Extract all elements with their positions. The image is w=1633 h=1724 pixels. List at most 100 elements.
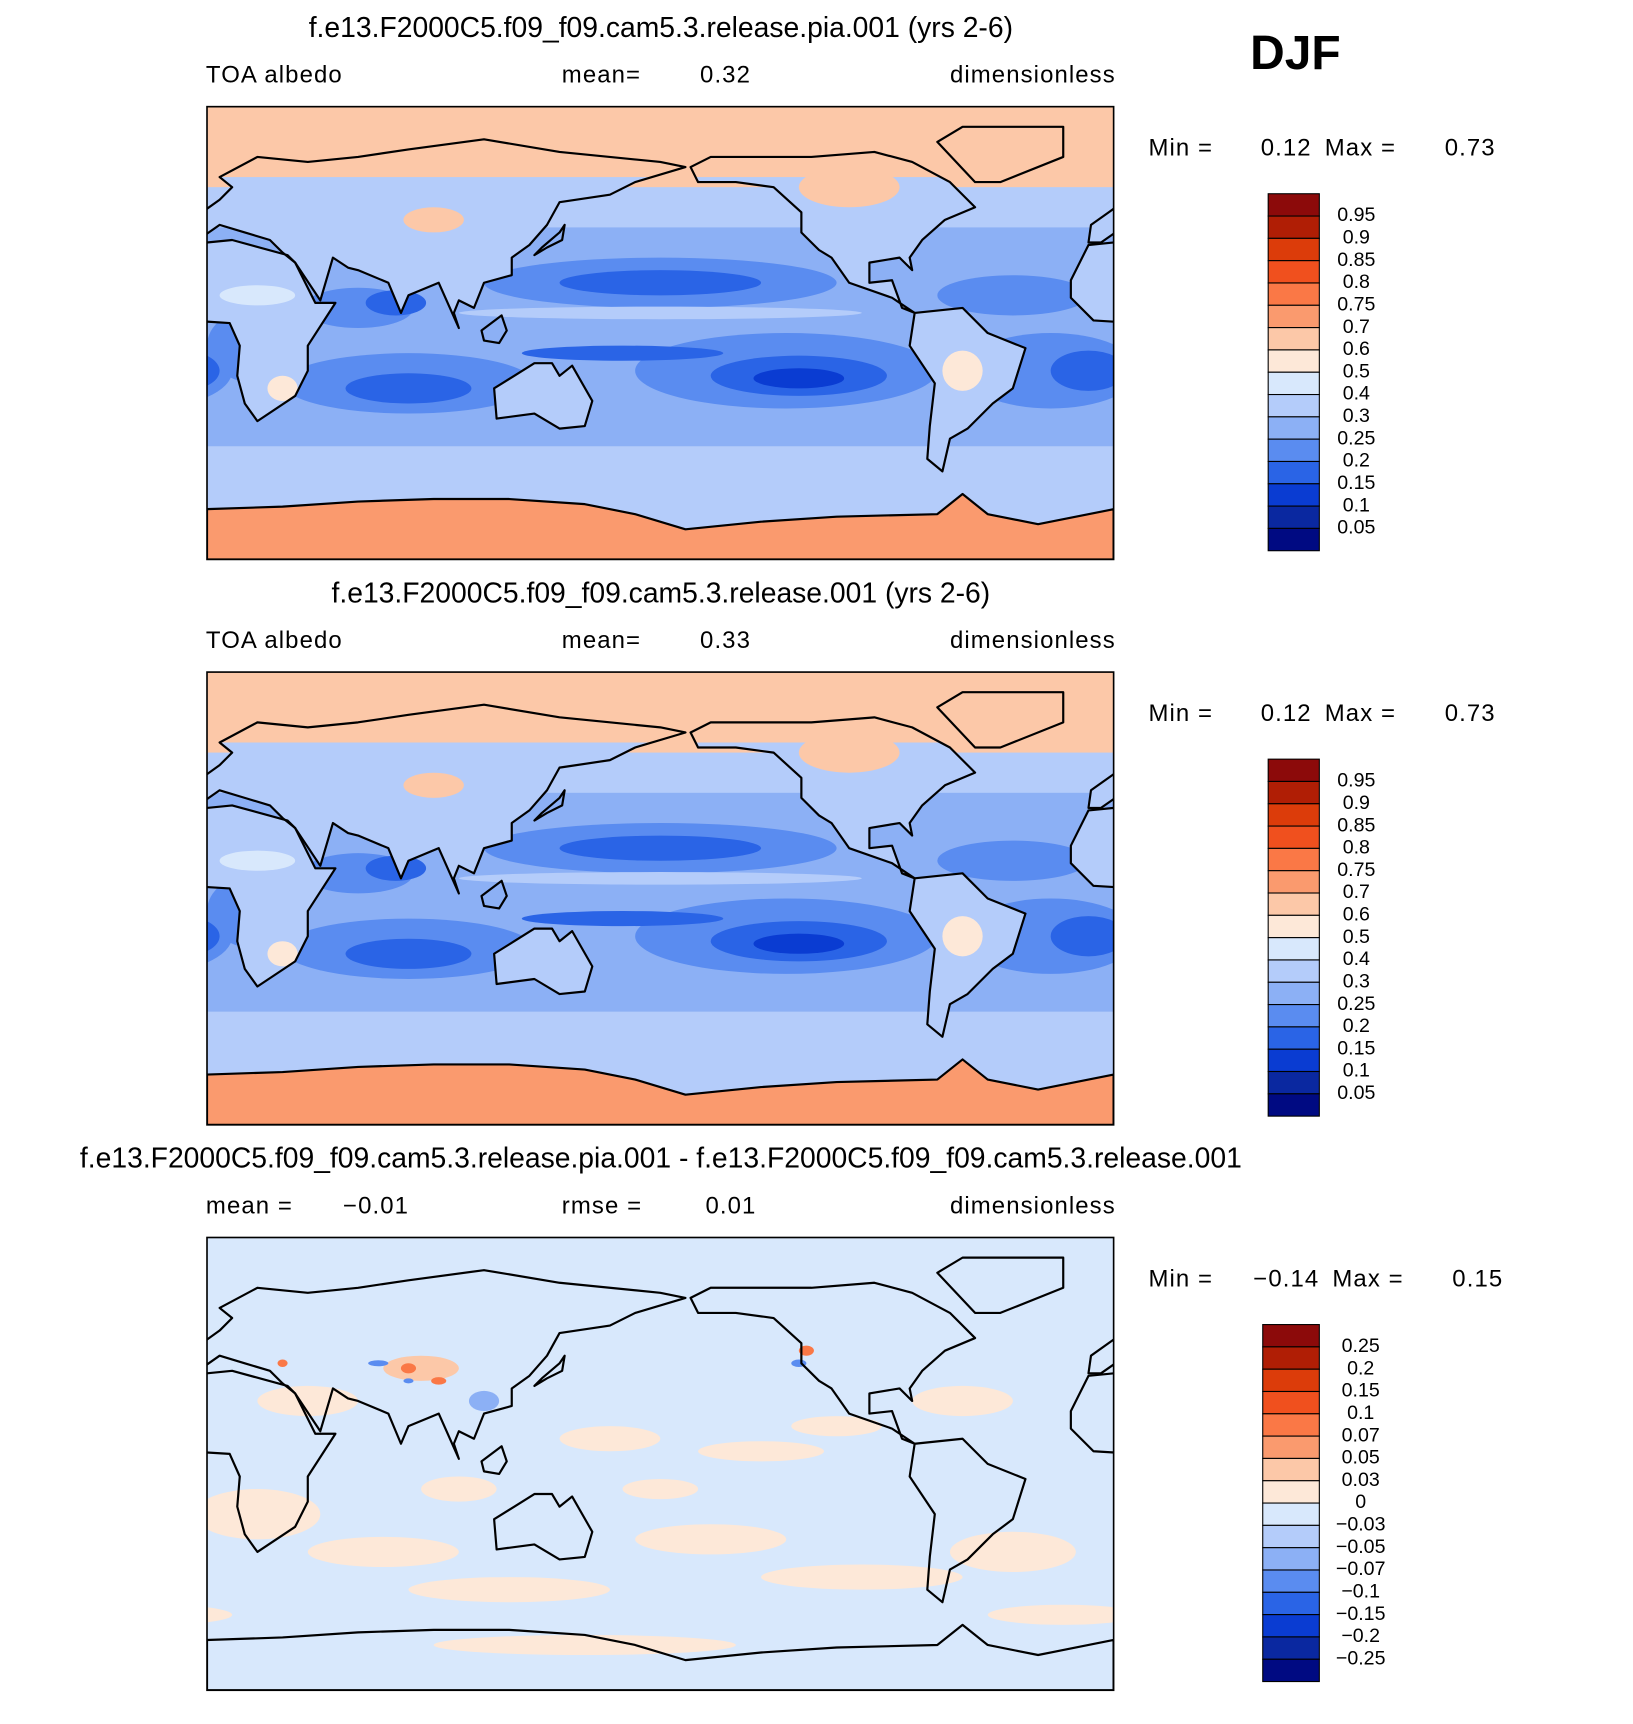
land <box>1401 363 1499 428</box>
land <box>207 1058 1114 1125</box>
colorbar-label: 0.5 <box>1343 926 1370 948</box>
map-frame <box>206 1236 1115 1692</box>
colorbar-label: 0.4 <box>1343 948 1370 970</box>
contour-area <box>403 1378 414 1384</box>
contour-area <box>345 938 472 969</box>
contour-area <box>0 1564 56 1589</box>
map-layers <box>0 106 1499 560</box>
contour-area <box>0 898 31 973</box>
header-center: mean= <box>562 62 641 89</box>
contour-area <box>753 933 845 954</box>
contour-area <box>937 840 1089 881</box>
colorbar-box <box>1262 1480 1320 1504</box>
land <box>1388 315 1413 343</box>
min-value: 0.12 <box>1261 134 1312 161</box>
land <box>494 928 593 995</box>
colorbar-box <box>1267 870 1320 894</box>
colorbar-box <box>1267 527 1320 552</box>
contour-area <box>6 1386 107 1416</box>
land <box>1401 929 1499 994</box>
min-label: Min = <box>1148 1265 1213 1292</box>
land <box>0 152 68 313</box>
colorbar-box <box>1267 193 1320 217</box>
land <box>0 152 68 313</box>
colorbar-box <box>1267 780 1320 805</box>
colorbar-box <box>1267 438 1320 463</box>
header-left: TOA albedo <box>206 62 343 89</box>
colorbar-label: 0.9 <box>1343 227 1370 249</box>
colorbar-label: 0.05 <box>1337 1082 1375 1104</box>
land <box>689 1281 977 1445</box>
land <box>31 692 157 747</box>
colorbar-label: 0.1 <box>1343 1060 1370 1082</box>
land <box>1441 1356 1471 1386</box>
colorbar-label: 0.1 <box>1347 1402 1374 1424</box>
contour-area <box>219 850 296 871</box>
min-value: 0.12 <box>1261 700 1312 727</box>
colorbar-label: 0.75 <box>1337 859 1375 881</box>
max-label: Max = <box>1325 700 1396 727</box>
contour-area <box>458 872 862 885</box>
contour-area <box>219 285 296 306</box>
contour-area <box>277 1359 288 1368</box>
land <box>207 1269 687 1460</box>
map-frame <box>206 671 1115 1126</box>
land <box>533 223 566 257</box>
colorbar-label: −0.25 <box>1336 1647 1386 1669</box>
contour-area <box>267 941 298 967</box>
land <box>936 125 1065 184</box>
colorbar-box <box>1267 416 1320 440</box>
land <box>207 804 337 988</box>
land <box>689 150 977 314</box>
max-value: 0.73 <box>1445 134 1496 161</box>
contour-area <box>942 916 983 957</box>
colorbar-label: 0.3 <box>1343 405 1370 427</box>
panel-title: f.e13.F2000C5.f09_f09.cam5.3.release.pia… <box>80 1142 1242 1174</box>
contour-area <box>207 355 220 386</box>
colorbar-box <box>1267 371 1320 396</box>
colorbar-box <box>1267 260 1320 284</box>
max-value: 0.73 <box>1445 700 1496 727</box>
colorbar-label: 0.9 <box>1343 792 1370 814</box>
land <box>493 362 594 430</box>
colorbar-label: 0.25 <box>1337 427 1375 449</box>
colorbar-label: 0.3 <box>1343 970 1370 992</box>
land <box>31 127 157 182</box>
header-center: rmse = <box>562 1192 642 1219</box>
colorbar-box <box>1267 1048 1320 1073</box>
colorbar-box <box>1267 215 1320 239</box>
colorbar-box <box>1262 1591 1320 1616</box>
contour-area <box>345 373 472 404</box>
colorbar-label: 0.95 <box>1337 204 1375 226</box>
contour-area <box>31 275 182 315</box>
contour-area <box>207 1489 321 1540</box>
land <box>908 872 1027 1038</box>
contour-area <box>987 1604 1114 1625</box>
land <box>31 692 157 747</box>
land <box>936 1256 1065 1315</box>
contour-area <box>31 841 182 881</box>
colorbar-label: 0.1 <box>1343 494 1370 516</box>
colorbar-label: 0.95 <box>1337 770 1375 792</box>
contour-area <box>257 1385 359 1417</box>
min-value: −0.14 <box>1253 1265 1319 1292</box>
colorbar-box <box>1267 304 1320 329</box>
header-left-value: −0.01 <box>343 1192 409 1219</box>
contour-area <box>400 1363 417 1374</box>
colorbar-box <box>1262 1457 1320 1482</box>
max-value: 0.15 <box>1452 1265 1503 1292</box>
colorbar-label: 0.25 <box>1342 1335 1380 1357</box>
land <box>207 805 336 987</box>
colorbar-label: 0.05 <box>1342 1447 1380 1469</box>
land <box>0 717 68 878</box>
figure-label: DJF <box>1250 27 1340 80</box>
contour-area <box>368 1360 389 1367</box>
panel: f.e13.F2000C5.f09_f09.cam5.3.release.001… <box>0 576 1499 1126</box>
colorbar-box <box>1267 393 1320 418</box>
colorbar-label: −0.15 <box>1336 1603 1386 1625</box>
colorbar-box <box>1267 460 1320 485</box>
colorbar-label: 0.5 <box>1343 360 1370 382</box>
colorbar-label: 0.75 <box>1337 293 1375 315</box>
map-layers <box>0 1237 1471 1691</box>
colorbar-label: 0.8 <box>1343 837 1370 859</box>
